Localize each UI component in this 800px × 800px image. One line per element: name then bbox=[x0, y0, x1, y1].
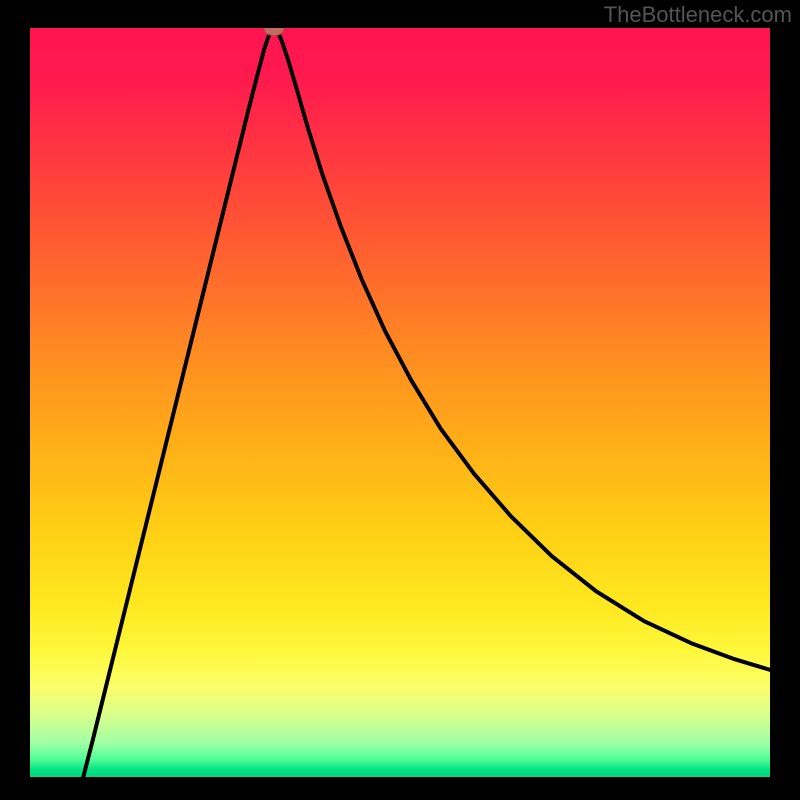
border-left bbox=[0, 0, 30, 800]
border-bottom bbox=[0, 777, 800, 800]
border-right bbox=[770, 0, 800, 800]
watermark-text: TheBottleneck.com bbox=[604, 2, 792, 28]
plot-area bbox=[30, 28, 770, 777]
chart-frame: TheBottleneck.com bbox=[0, 0, 800, 800]
bottleneck-curve bbox=[30, 28, 770, 777]
